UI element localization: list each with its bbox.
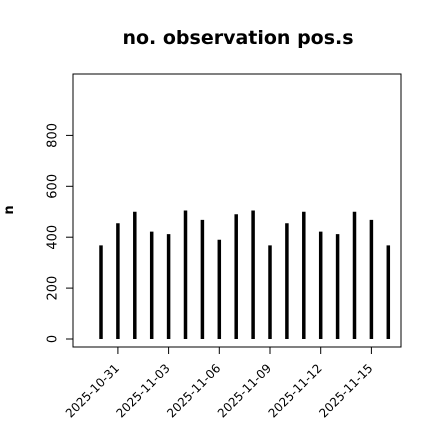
y-tick-label: 400	[46, 225, 61, 250]
x-axis: 2025-10-312025-11-032025-11-062025-11-09…	[63, 346, 376, 420]
x-tick-label: 2025-11-15	[316, 361, 375, 420]
y-axis-label: n	[2, 205, 17, 214]
y-axis: 0 200 400 600 800	[46, 123, 74, 343]
chart-title: no. observation pos.s	[122, 27, 353, 49]
bars-group	[99, 210, 391, 339]
y-tick-label: 0	[46, 335, 61, 343]
y-tick-label: 800	[46, 123, 61, 148]
y-tick-label: 600	[46, 174, 61, 199]
y-tick-label: 200	[46, 276, 61, 301]
